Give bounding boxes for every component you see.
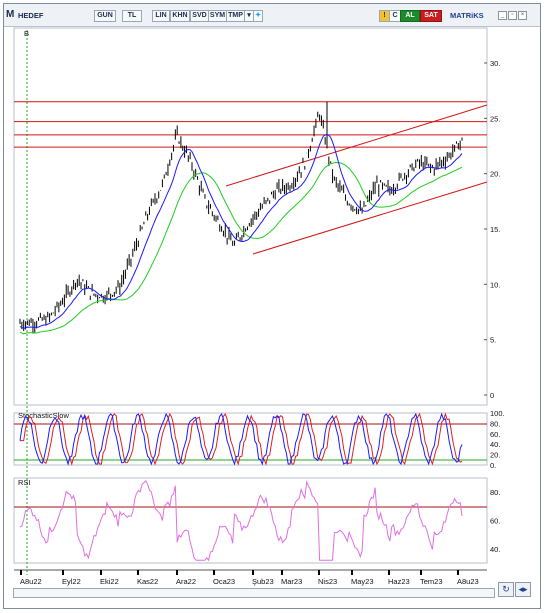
- stochastic-title: StochasticSlow: [18, 411, 69, 420]
- price-tick-label: 30.: [490, 59, 500, 68]
- currency-button[interactable]: TL: [122, 10, 142, 22]
- c-button[interactable]: C: [389, 10, 401, 22]
- price-panel: [13, 27, 488, 406]
- svd-button[interactable]: SVD: [190, 10, 209, 22]
- toolbar: M HEDEF GUN TL LIN KHN SVD SYM TMP ▾ ✦ !…: [4, 4, 540, 27]
- stoch-tick-label: 60.: [490, 430, 500, 439]
- time-tick-label: Tem23: [420, 577, 443, 586]
- rsi-tick-label: 60.: [490, 517, 500, 526]
- price-axis: 30. 25. 20. 15. 10. 5. 0: [484, 59, 500, 400]
- time-tick-label: A8u22: [20, 577, 42, 586]
- stoch-tick-label: 20.: [490, 451, 500, 460]
- stochastic-axis: 100.80. 60.40. 20.0.: [490, 409, 505, 470]
- time-tick-label: Eki22: [100, 577, 119, 586]
- rsi-panel: [13, 477, 488, 564]
- time-tick: [62, 570, 64, 575]
- rsi-tick-label: 80.: [490, 488, 500, 497]
- matriks-logo-icon: M: [6, 9, 15, 20]
- close-icon[interactable]: ×: [518, 11, 527, 20]
- channel-upper-line: [225, 104, 488, 187]
- price-tick-label: 20.: [490, 170, 500, 179]
- linear-button[interactable]: LIN: [152, 10, 170, 22]
- rsi-tick-label: 40.: [490, 545, 500, 554]
- period-button[interactable]: GUN: [94, 10, 116, 22]
- ma-fast-line: [19, 133, 463, 329]
- stoch-d-line: [20, 412, 463, 466]
- sell-button[interactable]: SAT: [420, 10, 442, 22]
- time-tick: [20, 570, 22, 575]
- price-tick-label: 15.: [490, 225, 500, 234]
- stoch-tick-label: 0.: [490, 461, 496, 470]
- maximize-icon[interactable]: ▫: [508, 11, 517, 20]
- price-tick-label: 5.: [490, 336, 496, 345]
- stoch-tick-label: 80.: [490, 419, 500, 428]
- time-tick-label: Eyl22: [62, 577, 81, 586]
- time-tick-label: Şub23: [252, 577, 274, 586]
- price-tick-label: 0: [490, 391, 494, 400]
- time-axis: A8u22 Eyl22 Eki22 Kas22 Ara22 Oca23 Şub23 Mar23…: [14, 569, 487, 586]
- rsi-title: RSI: [18, 478, 31, 487]
- corner-label: B: [24, 29, 29, 38]
- time-tick-label: Haz23: [388, 577, 410, 586]
- rsi-axis: 80. 60. 40.: [490, 488, 500, 554]
- sym-button[interactable]: SYM: [208, 10, 227, 22]
- navigation-controls: ↻ ◂▸: [498, 582, 532, 597]
- time-tick: [388, 570, 390, 575]
- time-tick: [137, 570, 139, 575]
- ma-slow-line: [19, 161, 463, 335]
- khn-button[interactable]: KHN: [170, 10, 190, 22]
- horizontal-scrollbar[interactable]: [13, 588, 495, 598]
- price-tick-label: 25.: [490, 114, 500, 123]
- refresh-icon[interactable]: ↻: [498, 582, 514, 597]
- minimize-icon[interactable]: _: [498, 11, 507, 20]
- scroll-arrows-icon[interactable]: ◂▸: [515, 582, 531, 597]
- time-tick-label: May23: [351, 577, 374, 586]
- price-bars: [19, 101, 463, 334]
- rsi-line: [19, 479, 463, 562]
- time-tick-label: Kas22: [137, 577, 158, 586]
- time-tick: [281, 570, 283, 575]
- channel-lower-line: [252, 181, 488, 255]
- stoch-tick-label: 40.: [490, 440, 500, 449]
- time-tick-label: Nis23: [318, 577, 337, 586]
- time-tick-label: A8u23: [457, 577, 479, 586]
- time-tick: [318, 570, 320, 575]
- time-tick: [100, 570, 102, 575]
- time-tick-label: Mar23: [281, 577, 302, 586]
- twitter-icon[interactable]: ✦: [253, 10, 263, 22]
- time-tick: [457, 570, 459, 575]
- buy-button[interactable]: AL: [400, 10, 420, 22]
- horizontal-levels: [14, 101, 487, 148]
- time-tick: [252, 570, 254, 575]
- trend-channel: [225, 104, 488, 255]
- time-tick: [176, 570, 178, 575]
- time-tick: [351, 570, 353, 575]
- time-tick: [420, 570, 422, 575]
- time-tick-label: Oca23: [213, 577, 235, 586]
- time-tick-label: Ara22: [176, 577, 196, 586]
- stoch-tick-label: 100.: [490, 409, 505, 418]
- time-tick: [213, 570, 215, 575]
- brand-label: MATRiKS: [450, 11, 484, 20]
- stoch-k-line: [19, 412, 463, 466]
- symbol-selector[interactable]: HEDEF: [18, 11, 44, 20]
- price-tick-label: 10.: [490, 280, 500, 289]
